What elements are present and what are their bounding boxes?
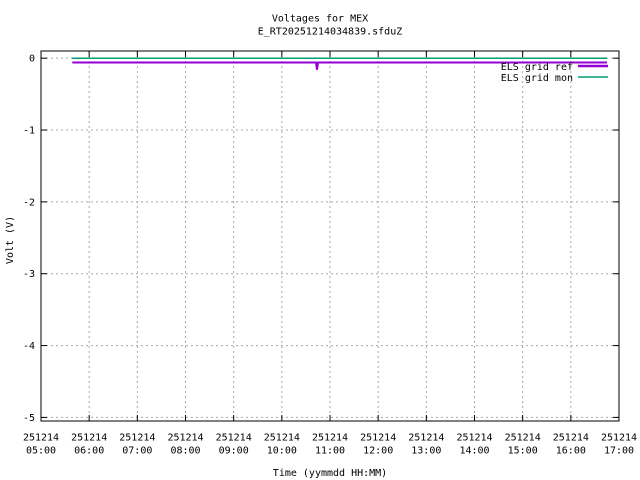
plot-border <box>40 50 620 422</box>
x-tick-label-time: 08:00 <box>170 446 200 457</box>
x-tick-label-time: 06:00 <box>74 446 104 457</box>
y-tick-label: -4 <box>23 341 35 352</box>
y-axis-title: Volt (V) <box>5 216 16 264</box>
series-line-els-grid-ref <box>72 61 607 70</box>
y-tick-label: -5 <box>23 413 35 424</box>
y-tick-labels: 0 -1 -2 -3 -4 -5 <box>23 54 35 424</box>
x-tick-label-date: 251214 <box>119 433 155 444</box>
x-tick-label-date: 251214 <box>312 433 348 444</box>
chart-subtitle: E_RT20251214034839.sfduZ <box>258 27 403 38</box>
x-tick-label-time: 05:00 <box>26 446 56 457</box>
x-axis-title: Time (yymmdd HH:MM) <box>273 468 387 479</box>
x-tick-label-date: 251214 <box>216 433 252 444</box>
x-tick-label-time: 12:00 <box>363 446 393 457</box>
x-tick-label-date: 251214 <box>553 433 589 444</box>
x-tick-label-date: 251214 <box>360 433 396 444</box>
x-tick-label-time: 09:00 <box>219 446 249 457</box>
x-tick-label-date: 251214 <box>601 433 637 444</box>
legend-entry-els-grid-mon: ELS grid mon <box>501 73 608 84</box>
x-tick-label-time: 13:00 <box>411 446 441 457</box>
x-tick-label-date: 251214 <box>264 433 300 444</box>
legend-label-els-grid-ref: ELS grid ref <box>501 62 573 73</box>
x-tick-label-date: 251214 <box>408 433 444 444</box>
chart-title: Voltages for MEX <box>272 14 368 25</box>
x-tick-label-date: 251214 <box>23 433 59 444</box>
y-tick-label: -3 <box>23 269 35 280</box>
legend-label-els-grid-mon: ELS grid mon <box>501 73 573 84</box>
y-tick-label: 0 <box>29 54 35 65</box>
legend: ELS grid ref ELS grid mon <box>501 62 608 84</box>
x-tick-label-time: 14:00 <box>459 446 489 457</box>
grid-lines <box>40 51 620 421</box>
y-tick-label: -2 <box>23 197 35 208</box>
x-tick-label-time: 10:00 <box>267 446 297 457</box>
x-tick-label-time: 07:00 <box>122 446 152 457</box>
data-series <box>71 57 607 70</box>
x-tick-label-date: 251214 <box>456 433 492 444</box>
x-tick-label-time: 16:00 <box>556 446 586 457</box>
x-tick-label-time: 15:00 <box>508 446 538 457</box>
x-tick-label-date: 251214 <box>505 433 541 444</box>
x-tick-labels: 251214 05:00 251214 06:00 251214 07:00 251214 0… <box>23 433 637 457</box>
x-tick-label-time: 17:00 <box>604 446 634 457</box>
x-tick-label-date: 251214 <box>71 433 107 444</box>
x-tick-label-time: 11:00 <box>315 446 345 457</box>
legend-entry-els-grid-ref: ELS grid ref <box>501 62 608 73</box>
x-tick-label-date: 251214 <box>167 433 203 444</box>
y-tick-label: -1 <box>23 126 35 137</box>
